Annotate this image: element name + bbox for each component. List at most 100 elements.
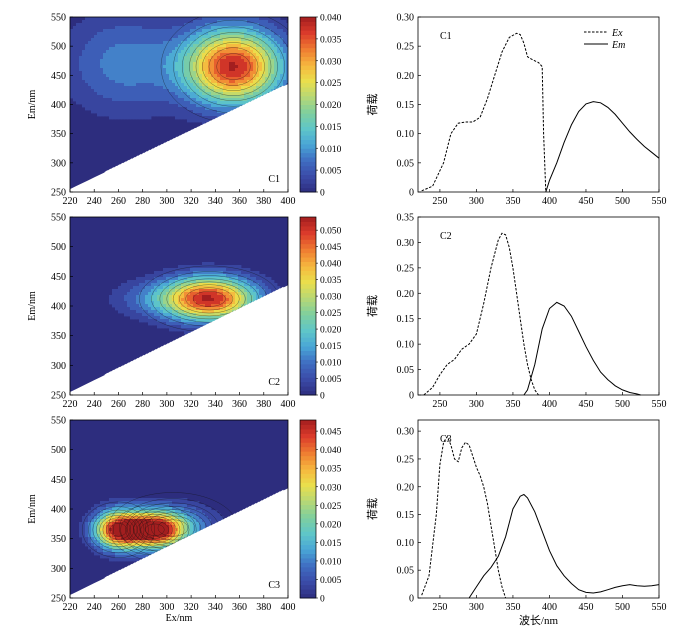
loading-panel-C2: 250 300 350 400 450 500 550 0 0.05 0.10 0.15 0.20 0.… bbox=[366, 213, 667, 411]
y-tick-label: 0.25 bbox=[397, 454, 415, 465]
contour-line bbox=[150, 515, 196, 541]
y-tick-label: 0.05 bbox=[397, 158, 415, 169]
panel-label: C3 bbox=[440, 434, 452, 445]
contour-line bbox=[181, 26, 286, 107]
contour-line bbox=[189, 32, 278, 101]
contour-line bbox=[172, 281, 246, 317]
y-tick-label: 500 bbox=[51, 445, 66, 456]
loading-panel-C1: 250 300 350 400 450 500 550 0 0.05 0.10 0.15 0.20 0.… bbox=[366, 13, 667, 208]
panel-label: C3 bbox=[268, 580, 280, 591]
x-tick-label: 240 bbox=[87, 196, 102, 207]
contour-fill bbox=[70, 420, 288, 598]
x-tick-label: 300 bbox=[469, 399, 484, 410]
line-frame bbox=[417, 216, 660, 396]
colorbar-tick-label: 0.015 bbox=[320, 539, 342, 549]
x-tick-label: 320 bbox=[184, 602, 199, 613]
colorbar-frame bbox=[299, 419, 317, 599]
x-tick-label: 400 bbox=[542, 196, 557, 207]
x-tick-label: 300 bbox=[159, 399, 174, 410]
scatter-edge bbox=[104, 489, 284, 579]
x-tick-label: 250 bbox=[432, 602, 447, 613]
contour-line bbox=[216, 53, 251, 80]
scatter-edge bbox=[104, 286, 284, 376]
contour-line bbox=[125, 511, 185, 548]
x-tick-label: 320 bbox=[184, 196, 199, 207]
y-tick-label: 0.30 bbox=[397, 238, 415, 249]
colorbar-tick-label: 0.005 bbox=[320, 375, 342, 385]
y-tick-label: 550 bbox=[51, 213, 66, 224]
colorbar-tick-label: 0.010 bbox=[320, 359, 342, 369]
y-tick-label: 0.20 bbox=[397, 482, 415, 493]
colorbar-tick-label: 0.010 bbox=[320, 145, 342, 155]
y-tick-label: 0.25 bbox=[397, 263, 415, 274]
contour-line bbox=[185, 287, 234, 311]
colorbar-tick-label: 0.025 bbox=[320, 502, 342, 512]
x-tick-label: 250 bbox=[432, 196, 447, 207]
y-tick-label: 0.20 bbox=[397, 71, 415, 82]
y-tick-label: 300 bbox=[51, 158, 66, 169]
colorbar-tick-label: 0.020 bbox=[320, 101, 342, 111]
contour-line bbox=[208, 47, 259, 86]
y-tick-label: 0.20 bbox=[397, 289, 415, 300]
y-tick-label: 0.25 bbox=[397, 42, 415, 53]
y-tick-label: 300 bbox=[51, 564, 66, 575]
y-tick-label: 250 bbox=[51, 188, 66, 199]
colorbar-tick-label: 0.020 bbox=[320, 326, 342, 336]
contour-line bbox=[166, 278, 253, 320]
y-tick-label: 300 bbox=[51, 361, 66, 372]
y-tick-label: 450 bbox=[51, 71, 66, 82]
colorbar-tick-label: 0.045 bbox=[320, 428, 342, 438]
colorbar-tick-label: 0.035 bbox=[320, 276, 342, 286]
panel-label: C1 bbox=[440, 31, 452, 42]
colorbar-tick-label: 0.020 bbox=[320, 520, 342, 530]
colorbar-tick-label: 0.010 bbox=[320, 557, 342, 567]
contour-line bbox=[178, 284, 240, 314]
colorbar-tick-label: 0.030 bbox=[320, 483, 342, 493]
legend-em-label: Em bbox=[611, 40, 625, 51]
y-tick-label: 0.15 bbox=[397, 510, 415, 521]
x-tick-label: 350 bbox=[505, 602, 520, 613]
scatter-mask bbox=[70, 285, 288, 395]
x-tick-label: 380 bbox=[256, 196, 271, 207]
x-tick-label: 360 bbox=[232, 602, 247, 613]
contour-line bbox=[202, 42, 265, 91]
y-tick-label: 250 bbox=[51, 594, 66, 605]
colorbar-tick-label: 0.005 bbox=[320, 167, 342, 177]
y-tick-label: 550 bbox=[51, 416, 66, 427]
colorbar-tick-label: 0.025 bbox=[320, 79, 342, 89]
y-tick-label: 400 bbox=[51, 100, 66, 111]
colorbar-tick-label: 0.035 bbox=[320, 35, 342, 45]
contour-panel-C3: 220 240 260 280 300 320 340 360 380 400 250 300 350 4… bbox=[27, 416, 296, 625]
x-axis-label: 波长/nm bbox=[519, 614, 559, 627]
colorbar-tick-label: 0.050 bbox=[320, 227, 342, 237]
colorbar-C3: 0 0.005 0.010 0.015 0.020 0.025 0.030 0.035 0.04… bbox=[299, 419, 342, 605]
y-tick-label: 350 bbox=[51, 129, 66, 140]
contour-line bbox=[88, 506, 149, 554]
y-tick-label: 0.05 bbox=[397, 365, 415, 376]
x-tick-label: 260 bbox=[111, 399, 126, 410]
x-tick-label: 280 bbox=[135, 399, 150, 410]
x-tick-label: 400 bbox=[281, 399, 296, 410]
colorbar-tick-label: 0.035 bbox=[320, 465, 342, 475]
y-tick-label: 500 bbox=[51, 42, 66, 53]
contour-panel-C1: 220 240 260 280 300 320 340 360 380 400 250 300 350 4… bbox=[27, 13, 296, 208]
x-tick-label: 340 bbox=[208, 602, 223, 613]
colorbar-frame bbox=[299, 216, 317, 396]
contour-line bbox=[192, 290, 226, 307]
y-tick-label: 0.35 bbox=[397, 213, 415, 224]
colorbar-tick-label: 0.040 bbox=[320, 14, 342, 24]
x-tick-label: 550 bbox=[652, 602, 667, 613]
x-axis-label: Ex/nm bbox=[166, 613, 193, 624]
series-em-line bbox=[523, 301, 641, 396]
colorbar-C2: 0 0.005 0.010 0.015 0.020 0.025 0.030 0.035 0.04… bbox=[299, 216, 342, 402]
x-tick-label: 450 bbox=[578, 196, 593, 207]
x-tick-label: 280 bbox=[135, 196, 150, 207]
y-tick-label: 450 bbox=[51, 272, 66, 283]
colorbar-C1: 0 0.005 0.010 0.015 0.020 0.025 0.030 0.035 0.04… bbox=[299, 14, 342, 199]
y-tick-label: 0.15 bbox=[397, 100, 415, 111]
y-tick-label: 0 bbox=[409, 594, 414, 605]
colorbar-tick-label: 0.015 bbox=[320, 342, 342, 352]
contour-line bbox=[92, 509, 145, 550]
